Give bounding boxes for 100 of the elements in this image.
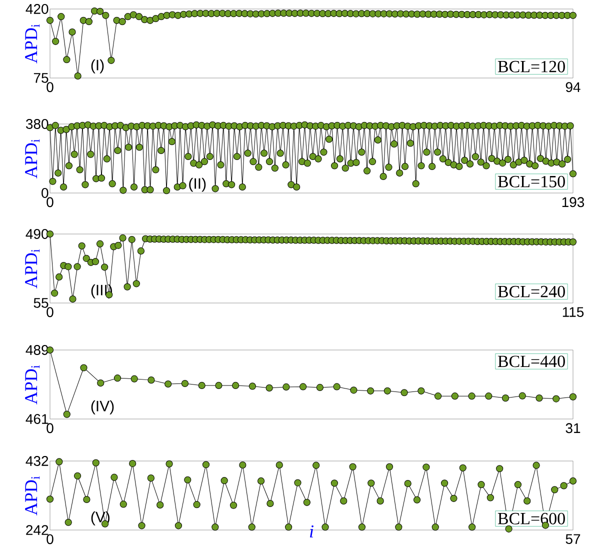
point xyxy=(532,462,540,469)
x-tick-label: 57 xyxy=(566,534,580,544)
y-tick-label: 380 xyxy=(26,119,48,129)
point xyxy=(496,465,504,472)
point xyxy=(147,474,154,482)
point xyxy=(80,364,88,372)
point xyxy=(257,477,265,485)
point xyxy=(569,477,577,485)
point xyxy=(384,387,391,394)
annotation: (II) xyxy=(189,178,206,192)
point xyxy=(386,463,394,470)
point xyxy=(395,524,402,531)
point xyxy=(413,496,421,504)
point xyxy=(220,477,228,484)
point xyxy=(514,481,522,488)
point xyxy=(551,486,558,494)
point xyxy=(92,459,100,466)
annotation: BCL=120 xyxy=(498,60,565,72)
point xyxy=(505,525,512,532)
y-axis-title: APD$_{i}$ xyxy=(25,476,40,516)
point xyxy=(184,476,192,484)
point xyxy=(215,382,222,390)
y-tick-label: 75 xyxy=(34,73,48,83)
point xyxy=(330,480,338,487)
point xyxy=(358,524,366,531)
point xyxy=(114,374,122,382)
point xyxy=(110,474,118,481)
point xyxy=(450,494,458,502)
point xyxy=(333,383,340,390)
point xyxy=(148,376,155,384)
annotation: BCL=150 xyxy=(498,176,565,188)
point xyxy=(83,496,90,504)
point xyxy=(193,501,200,508)
point xyxy=(350,386,358,394)
point xyxy=(202,461,210,468)
point xyxy=(486,494,494,502)
point xyxy=(174,522,182,530)
point xyxy=(349,463,356,470)
point xyxy=(120,500,127,508)
y-tick-label: 432 xyxy=(26,456,48,466)
point xyxy=(74,472,82,480)
annotation: (IV) xyxy=(91,400,114,414)
x-tick-label: 31 xyxy=(566,423,580,434)
annotation: (I) xyxy=(91,59,104,74)
point xyxy=(418,387,425,394)
point xyxy=(340,497,348,504)
point xyxy=(156,501,164,508)
point xyxy=(138,522,146,530)
point xyxy=(248,382,256,390)
point xyxy=(56,458,63,466)
y-tick-label: 0 xyxy=(42,188,48,198)
point xyxy=(63,410,70,418)
point xyxy=(212,524,219,531)
point xyxy=(376,497,384,504)
point xyxy=(282,383,290,391)
point xyxy=(166,460,173,468)
x-tick-label: 94 xyxy=(566,82,580,92)
point xyxy=(440,480,448,487)
point xyxy=(181,380,189,388)
point xyxy=(368,480,375,487)
point xyxy=(316,384,324,392)
point xyxy=(468,524,476,531)
point xyxy=(432,524,439,531)
y-axis-title: APD$_{i}$ xyxy=(25,365,40,404)
point xyxy=(239,461,246,469)
point xyxy=(266,500,274,508)
x-tick-label: 115 xyxy=(562,307,584,317)
point xyxy=(400,389,408,396)
point xyxy=(422,464,430,471)
point xyxy=(404,480,412,488)
y-tick-label: 55 xyxy=(34,298,48,308)
point xyxy=(459,464,466,472)
point xyxy=(552,395,560,402)
y-axis-title: APD$_{i}$ xyxy=(25,24,40,64)
point xyxy=(294,479,302,486)
point xyxy=(130,375,138,382)
point xyxy=(312,462,320,469)
point xyxy=(303,498,310,506)
annotation: BCL=240 xyxy=(498,286,565,298)
point xyxy=(468,392,476,400)
point xyxy=(198,382,206,390)
point xyxy=(367,387,374,394)
point xyxy=(478,481,485,488)
point xyxy=(560,482,568,490)
point xyxy=(248,524,256,531)
x-tick-label: 193 xyxy=(562,197,584,208)
y-tick-label: 420 xyxy=(26,4,48,14)
point xyxy=(502,394,510,402)
annotation: BCL=440 xyxy=(498,356,565,368)
point xyxy=(232,382,240,390)
point xyxy=(230,502,238,509)
annotation: BCL=600 xyxy=(498,512,565,524)
point xyxy=(266,384,273,392)
point xyxy=(322,524,329,531)
point xyxy=(300,383,307,390)
point xyxy=(97,379,104,387)
point xyxy=(276,461,283,469)
point xyxy=(569,393,577,400)
x-axis-title: i xyxy=(310,525,314,538)
y-axis-title: APD$_{i}$ xyxy=(25,249,40,288)
